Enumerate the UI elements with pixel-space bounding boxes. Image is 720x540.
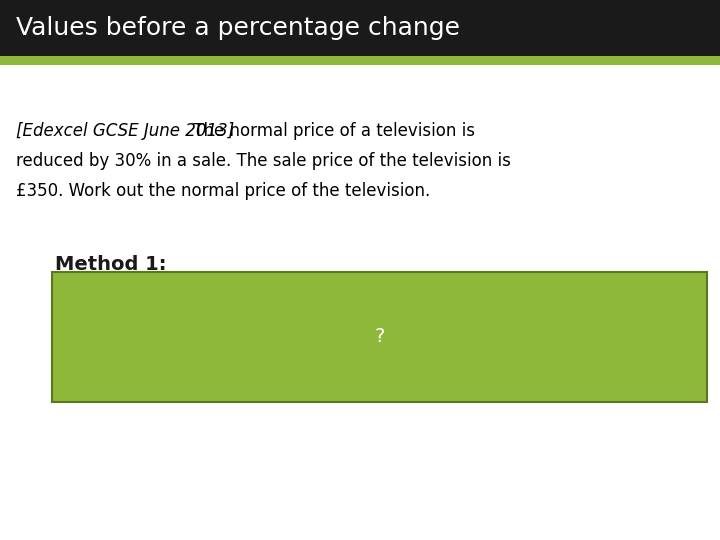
Text: The normal price of a television is: The normal price of a television is <box>188 122 475 140</box>
Text: Method 1:: Method 1: <box>55 255 166 274</box>
Text: ?: ? <box>374 327 384 347</box>
Text: £350. Work out the normal price of the television.: £350. Work out the normal price of the t… <box>16 182 431 200</box>
Text: [Edexcel GCSE June 2013]: [Edexcel GCSE June 2013] <box>16 122 234 140</box>
Bar <box>0 0 720 56</box>
Bar <box>0 56 720 65</box>
Text: Values before a percentage change: Values before a percentage change <box>16 16 460 40</box>
Bar <box>52 272 707 402</box>
Text: reduced by 30% in a sale. The sale price of the television is: reduced by 30% in a sale. The sale price… <box>16 152 511 170</box>
